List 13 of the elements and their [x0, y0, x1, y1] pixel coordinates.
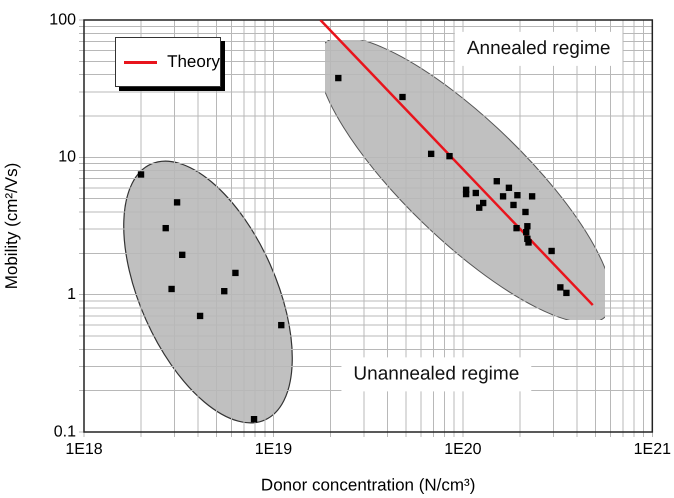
y-tick-label: 100 [49, 11, 76, 28]
y-axis-title: Mobility (cm²/Vs) [2, 162, 21, 290]
x-tick-label: 1E19 [254, 441, 292, 458]
legend-label: Theory [167, 52, 220, 72]
x-tick-label: 1E18 [65, 441, 103, 458]
annotation: Annealed regime [466, 38, 610, 60]
y-tick-label: 0.1 [54, 423, 76, 440]
annotation: Unannealed regime [353, 364, 520, 385]
y-tick-label: 10 [58, 148, 76, 166]
x-axis-title: Donor concentration (N/cm³) [260, 475, 476, 494]
y-tick-label: 1 [67, 286, 76, 304]
x-tick-label: 1E21 [634, 441, 672, 458]
x-tick-label: 1E20 [444, 441, 482, 458]
